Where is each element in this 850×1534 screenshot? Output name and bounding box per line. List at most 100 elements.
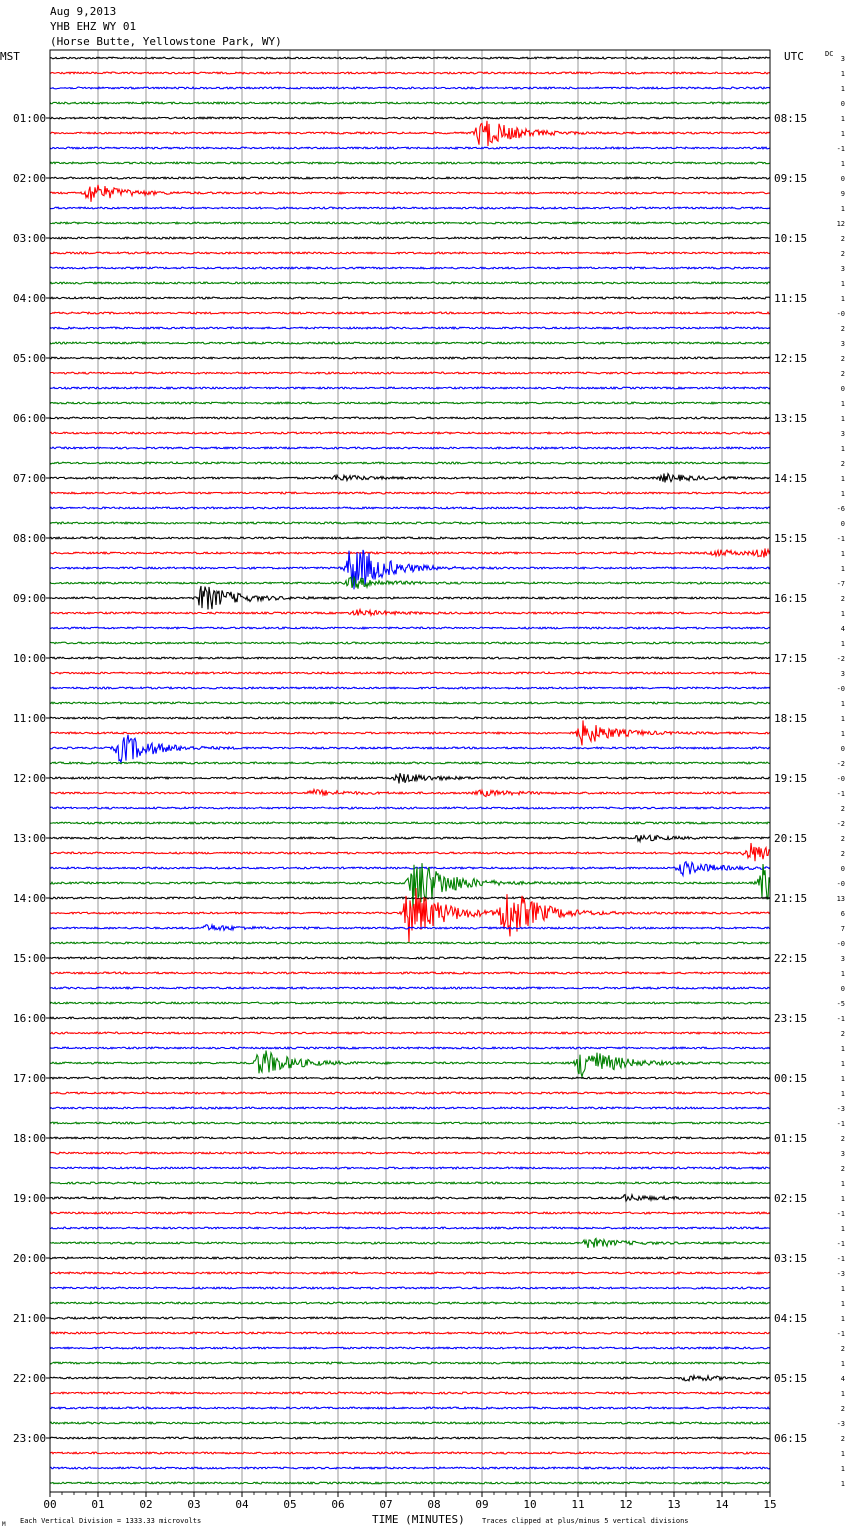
dc-offset-label: 1	[841, 1180, 845, 1188]
utc-hour-label: 16:15	[774, 592, 807, 605]
utc-hour-label: 08:15	[774, 112, 807, 125]
trace-14	[49, 266, 771, 271]
dc-offset-label: 1	[841, 1465, 845, 1473]
x-tick-label: 08	[427, 1498, 440, 1511]
mst-hour-label: 15:00	[13, 952, 46, 965]
utc-hour-label: 11:15	[774, 292, 807, 305]
clip-note: Traces clipped at plus/minus 5 vertical …	[482, 1517, 689, 1525]
utc-hour-label: 00:15	[774, 1072, 807, 1085]
mst-hour-labels: 01:00 02:00 03:00 04:00 05:00 06:00 07:00 08:00…	[13, 112, 50, 1445]
trace-13	[49, 251, 771, 255]
x-tick-label: 13	[667, 1498, 680, 1511]
dc-offset-label: 13	[837, 895, 845, 903]
trace-66	[49, 1046, 771, 1050]
trace-9	[49, 184, 771, 202]
trace-95	[49, 1481, 771, 1485]
mst-hour-label: 12:00	[13, 772, 46, 785]
trace-57	[50, 887, 771, 943]
trace-5	[49, 120, 771, 147]
x-tick-label: 00	[43, 1498, 56, 1511]
trace-71	[49, 1121, 771, 1125]
dc-offset-label: 12	[837, 220, 845, 228]
dc-offset-label: 2	[841, 1135, 845, 1143]
trace-39	[50, 641, 771, 645]
trace-67	[49, 1050, 771, 1079]
dc-offset-label: 1	[841, 730, 845, 738]
dc-offset-label: -1	[837, 145, 845, 153]
dc-offset-label: 1	[841, 970, 845, 978]
trace-51	[50, 821, 771, 825]
dc-offset-label: 2	[841, 850, 845, 858]
dc-offset-label: -0	[837, 880, 845, 888]
trace-86	[49, 1346, 771, 1351]
dc-offset-label: 1	[841, 1075, 845, 1083]
trace-78	[50, 1226, 771, 1230]
trace-0	[49, 56, 771, 60]
dc-offset-label: 1	[841, 640, 845, 648]
mst-hour-label: 10:00	[13, 652, 46, 665]
mst-hour-label: 06:00	[13, 412, 46, 425]
dc-offset-label: 1	[841, 70, 845, 78]
dc-offset-label: 2	[841, 595, 845, 603]
x-tick-label: 02	[139, 1498, 152, 1511]
dc-offset-label: -5	[837, 1000, 845, 1008]
trace-76	[49, 1192, 771, 1203]
mst-hour-label: 11:00	[13, 712, 46, 725]
dc-offset-label: 1	[841, 160, 845, 168]
dc-offset-label: 0	[841, 100, 845, 108]
trace-65	[49, 1031, 771, 1035]
trace-80	[49, 1256, 771, 1260]
utc-hour-label: 14:15	[774, 472, 807, 485]
dc-offset-label: 1	[841, 280, 845, 288]
trace-35	[49, 575, 771, 590]
dc-offset-label: 1	[841, 1090, 845, 1098]
dc-offset-label: 3	[841, 55, 845, 63]
dc-offset-label: -3	[837, 1105, 845, 1113]
trace-59	[49, 941, 771, 945]
station-code: YHB EHZ WY 01	[50, 20, 137, 33]
trace-29	[49, 491, 771, 495]
dc-offset-label: 0	[841, 175, 845, 183]
dc-offset-label: 1	[841, 115, 845, 123]
x-tick-label: 04	[235, 1498, 249, 1511]
mst-hour-label: 23:00	[13, 1432, 46, 1445]
x-tick-label: 09	[475, 1498, 488, 1511]
trace-20	[49, 356, 771, 360]
plot-frame	[49, 49, 771, 1493]
trace-56	[49, 896, 771, 900]
dc-offset-label: -7	[837, 580, 845, 588]
mst-hour-label: 14:00	[13, 892, 46, 905]
trace-50	[49, 806, 771, 810]
dc-offset-label: 3	[841, 955, 845, 963]
dc-offset-label: 1	[841, 1360, 845, 1368]
dc-offset-label: -1	[837, 1330, 845, 1338]
dc-offset-label: 0	[841, 745, 845, 753]
trace-15	[49, 281, 771, 285]
dc-offset-label: 2	[841, 1405, 845, 1413]
dc-offset-label: 3	[841, 430, 845, 438]
mst-hour-label: 02:00	[13, 172, 46, 185]
dc-offset-label: 1	[841, 1285, 845, 1293]
dc-offset-label: 1	[841, 565, 845, 573]
right-timezone-label: UTC	[784, 50, 804, 63]
utc-hour-label: 23:15	[774, 1012, 807, 1025]
trace-83	[49, 1300, 770, 1305]
trace-24	[49, 416, 771, 420]
x-tick-label: 05	[283, 1498, 296, 1511]
dc-offset-label: 1	[841, 610, 845, 618]
dc-offset-label: -1	[837, 535, 845, 543]
dc-offset-label: 6	[841, 910, 845, 918]
trace-84	[49, 1316, 771, 1320]
utc-hour-label: 18:15	[774, 712, 807, 725]
trace-94	[50, 1466, 771, 1470]
trace-45	[49, 720, 771, 746]
dc-offset-label: 2	[841, 355, 845, 363]
dc-offset-label: 0	[841, 985, 845, 993]
trace-77	[49, 1211, 771, 1215]
x-tick-label: 07	[379, 1498, 392, 1511]
utc-hour-label: 10:15	[774, 232, 807, 245]
dc-offset-label: 1	[841, 1450, 845, 1458]
trace-74	[49, 1165, 771, 1170]
mst-hour-label: 09:00	[13, 592, 46, 605]
